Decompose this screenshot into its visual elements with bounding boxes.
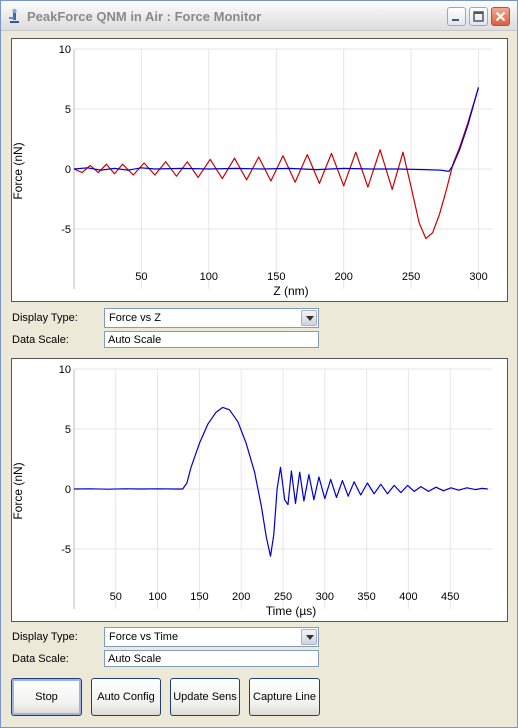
data-scale-label: Data Scale: [12, 653, 69, 665]
close-button[interactable] [491, 7, 510, 26]
display-type-value: Force vs Z [109, 312, 161, 324]
y-tick-label: -5 [61, 544, 71, 556]
x-tick-label: 200 [334, 271, 352, 283]
stop-button[interactable]: Stop [11, 678, 82, 716]
force-vs-z-chart: 50 100 150 200 250 300 -5 0 5 10 Z (nm) Force (nN) [12, 44, 492, 298]
data-scale-field-2[interactable]: Auto Scale [104, 650, 319, 667]
display-type-select-1[interactable]: Force vs Z [104, 308, 319, 328]
display-type-value: Force vs Time [109, 631, 179, 643]
y-tick-label: 5 [65, 424, 71, 436]
series-line [73, 87, 480, 172]
series-line [73, 87, 480, 240]
title-bar[interactable]: PeakForce QNM in Air : Force Monitor [1, 1, 517, 31]
chevron-down-icon[interactable] [301, 629, 317, 645]
microscope-app-icon [9, 8, 19, 23]
x-tick-label: 250 [402, 271, 420, 283]
y-tick-label: -5 [61, 224, 71, 236]
y-tick-label: 5 [65, 104, 71, 116]
data-scale-field-1[interactable]: Auto Scale [104, 331, 319, 348]
data-scale-label: Data Scale: [12, 334, 69, 346]
x-tick-label: 300 [469, 271, 487, 283]
series-line [73, 406, 488, 557]
y-axis-label: Force (nN) [12, 462, 25, 519]
close-icon [495, 11, 506, 22]
y-tick-label: 0 [65, 164, 71, 176]
x-tick-label: 450 [441, 591, 459, 603]
chevron-down-icon[interactable] [301, 310, 317, 326]
x-tick-label: 350 [357, 591, 375, 603]
force-vs-time-plot: 50 100 150 200 250 300 350 400 450 -5 0 5 10 Time (µs… [11, 358, 508, 622]
y-tick-label: 10 [59, 364, 71, 376]
maximize-icon [473, 11, 484, 22]
display-type-label: Display Type: [12, 631, 78, 643]
x-tick-label: 150 [267, 271, 285, 283]
auto-config-button[interactable]: Auto Config [91, 678, 161, 716]
x-tick-label: 200 [232, 591, 250, 603]
x-axis-label: Z (nm) [273, 284, 308, 298]
window-title: PeakForce QNM in Air : Force Monitor [27, 9, 262, 24]
x-tick-label: 50 [135, 271, 147, 283]
display-type-select-2[interactable]: Force vs Time [104, 627, 319, 647]
force-vs-time-chart: 50 100 150 200 250 300 350 400 450 -5 0 5 10 Time (µs… [12, 364, 492, 618]
minimize-icon [452, 19, 459, 21]
data-scale-value: Auto Scale [108, 334, 162, 346]
y-axis-label: Force (nN) [12, 142, 25, 199]
y-tick-label: 0 [65, 484, 71, 496]
display-type-label: Display Type: [12, 312, 78, 324]
x-tick-label: 100 [200, 271, 218, 283]
x-tick-label: 300 [316, 591, 334, 603]
x-tick-label: 250 [274, 591, 292, 603]
y-tick-label: 10 [59, 44, 71, 56]
x-axis-label: Time (µs) [266, 604, 316, 618]
force-vs-z-plot: 50 100 150 200 250 300 -5 0 5 10 Z (nm) Force (nN) [11, 38, 508, 302]
x-tick-label: 50 [110, 591, 122, 603]
maximize-button[interactable] [469, 7, 488, 26]
capture-line-button[interactable]: Capture Line [249, 678, 320, 716]
data-scale-value: Auto Scale [108, 653, 162, 665]
x-tick-label: 150 [190, 591, 208, 603]
update-sens-button[interactable]: Update Sens [170, 678, 240, 716]
minimize-button[interactable] [447, 7, 466, 26]
x-tick-label: 400 [399, 591, 417, 603]
x-tick-label: 100 [148, 591, 166, 603]
